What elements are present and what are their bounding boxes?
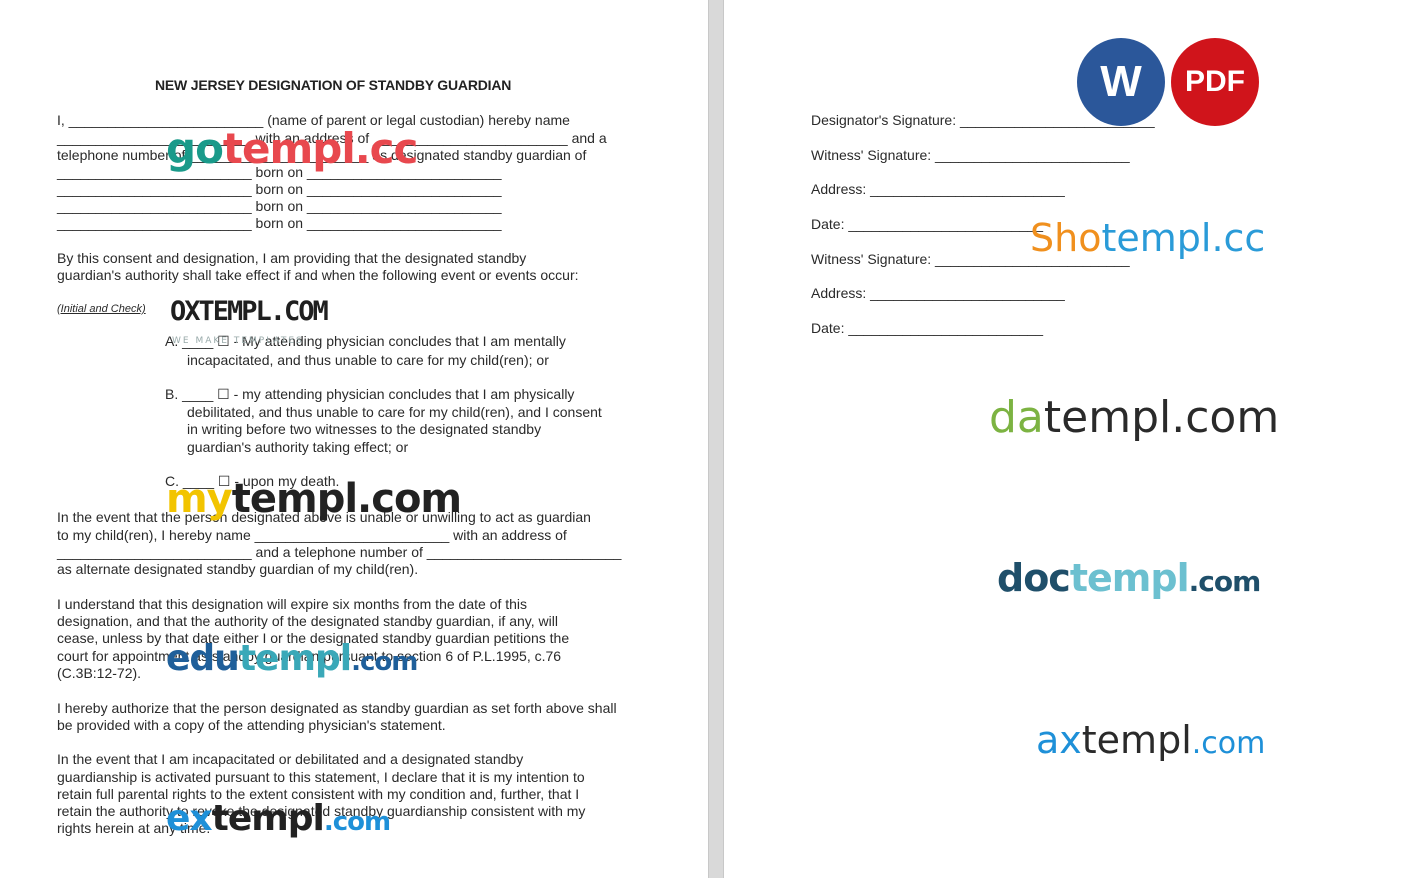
option-b-cont: debilitated, and thus unable to care for…: [187, 404, 602, 420]
axtempl-watermark: axtempl.com: [1036, 718, 1265, 762]
date-line: Date: _________________________: [811, 216, 1044, 232]
text-line: cease, unless by that date either I or t…: [57, 630, 570, 646]
option-b-cont: guardian's authority taking effect; or: [187, 439, 409, 455]
datempl-watermark: datempl.com: [989, 392, 1279, 443]
text-line: retain full parental rights to the exten…: [57, 786, 580, 802]
text-line: (C.3B:12-72).: [57, 665, 142, 681]
pdf-format-icon[interactable]: PDF: [1171, 38, 1259, 126]
watermark-part: .com: [323, 807, 391, 837]
option-a: A. ____ ☐ - My attending physician concl…: [165, 333, 566, 349]
text-line: guardian's authority shall take effect i…: [57, 267, 579, 283]
text-line: be provided with a copy of the attending…: [57, 717, 446, 733]
watermark-part: .com: [1188, 565, 1262, 598]
watermark-part: templ.cc: [222, 124, 419, 173]
initial-check-label: (Initial and Check): [57, 303, 146, 315]
watermark-part: my: [166, 476, 233, 522]
text-line: I, _________________________ (name of pa…: [57, 112, 570, 128]
address-line: Address: _________________________: [811, 285, 1065, 301]
text-line: _________________________ and a telephon…: [57, 544, 622, 560]
watermark-part: templ.com: [231, 476, 462, 522]
oxtempl-watermark: OXTEMPL.COM: [170, 296, 329, 327]
word-format-icon[interactable]: W: [1077, 38, 1165, 126]
edutempl-watermark: edutempl.com: [166, 638, 418, 679]
gotempl-watermark: gotempl.cc: [166, 124, 419, 173]
watermark-part: templ.com: [1043, 392, 1280, 443]
text-line: to my child(ren), I hereby name ________…: [57, 527, 567, 543]
date-line: Date: _________________________: [811, 320, 1044, 336]
document-page-right: Designator's Signature: ________________…: [724, 0, 1427, 878]
watermark-part: templ: [1081, 718, 1192, 762]
page-gutter: [708, 0, 724, 878]
text-line: In the event that I am incapacitated or …: [57, 751, 524, 767]
watermark-part: templ: [238, 638, 352, 679]
text-line: retain the authority to revoke the desig…: [57, 803, 586, 819]
child-line: _________________________ born on ______…: [57, 181, 502, 197]
watermark-part: ex: [166, 798, 213, 839]
address-line: Address: _________________________: [811, 181, 1065, 197]
child-line: _________________________ born on ______…: [57, 164, 502, 180]
child-line: _________________________ born on ______…: [57, 215, 502, 231]
watermark-part: templ: [211, 798, 325, 839]
document-page-left: NEW JERSEY DESIGNATION OF STANDBY GUARDI…: [0, 0, 708, 878]
watermark-part: templ.cc: [1101, 216, 1266, 260]
text-line: _________________________ with an addres…: [57, 130, 607, 146]
text-line: I hereby authorize that the person desig…: [57, 700, 617, 716]
document-title: NEW JERSEY DESIGNATION OF STANDBY GUARDI…: [155, 77, 512, 93]
watermark-part: templ: [1069, 556, 1190, 600]
text-line: By this consent and designation, I am pr…: [57, 250, 527, 266]
watermark-part: Sho: [1030, 216, 1102, 260]
text-line: I understand that this designation will …: [57, 596, 528, 612]
text-line: telephone number of ____________________…: [57, 147, 587, 163]
shotempl-watermark: Shotempl.cc: [1030, 216, 1265, 260]
oxtempl-tagline: WE MAKE TEMPLATES: [172, 336, 304, 346]
doctempl-watermark: doctempl.com: [997, 556, 1262, 600]
text-line: rights herein at any time.: [57, 820, 211, 836]
text-line: court for appointment as standby guardia…: [57, 648, 562, 664]
option-b-cont: in writing before two witnesses to the d…: [187, 421, 542, 437]
watermark-part: edu: [166, 638, 240, 679]
watermark-part: doc: [997, 556, 1071, 600]
watermark-part: .com: [1191, 726, 1266, 761]
option-a-cont: incapacitated, and thus unable to care f…: [187, 352, 549, 368]
watermark-part: da: [989, 392, 1044, 443]
option-c: C. ____ ☐ - upon my death.: [165, 473, 340, 489]
extempl-watermark: extempl.com: [166, 798, 391, 839]
child-line: _________________________ born on ______…: [57, 198, 502, 214]
option-b: B. ____ ☐ - my attending physician concl…: [165, 386, 575, 402]
text-line: guardianship is activated pursuant to th…: [57, 769, 585, 785]
text-line: as alternate designated standby guardian…: [57, 561, 419, 577]
watermark-part: ax: [1036, 718, 1082, 762]
signature-line: Witness' Signature: ____________________…: [811, 251, 1130, 267]
watermark-part: go: [166, 124, 224, 173]
watermark-part: .com: [351, 647, 418, 677]
text-line: In the event that the person designated …: [57, 509, 591, 525]
text-line: designation, and that the authority of t…: [57, 613, 558, 629]
mytempl-watermark: mytempl.com: [166, 476, 462, 522]
signature-line: Witness' Signature: ____________________…: [811, 147, 1130, 163]
